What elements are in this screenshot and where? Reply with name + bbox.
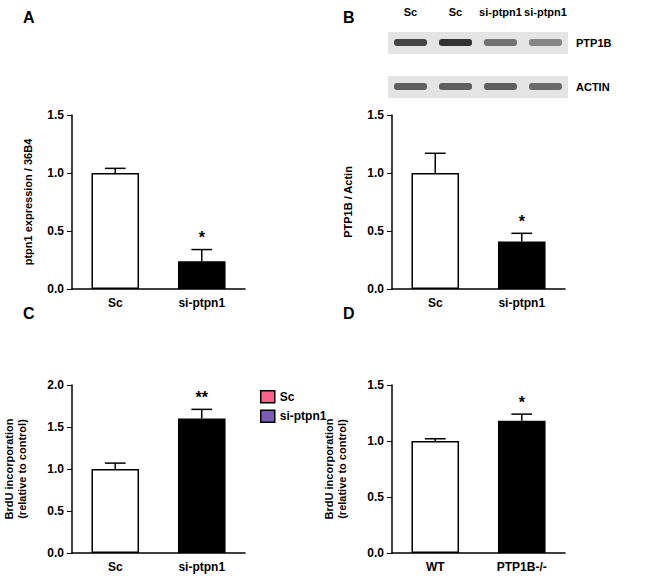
svg-text:1.0: 1.0 bbox=[367, 434, 384, 448]
svg-text:si-ptpn1: si-ptpn1 bbox=[498, 296, 545, 310]
svg-text:**: ** bbox=[196, 389, 209, 406]
svg-text:ACTIN: ACTIN bbox=[576, 81, 610, 93]
svg-text:1.5: 1.5 bbox=[367, 108, 384, 122]
svg-text:PTP1B: PTP1B bbox=[576, 37, 612, 49]
svg-text:0.0: 0.0 bbox=[47, 546, 64, 560]
svg-text:1.0: 1.0 bbox=[47, 462, 64, 476]
svg-text:si-ptpn1: si-ptpn1 bbox=[479, 6, 522, 18]
svg-text:Sc: Sc bbox=[428, 296, 443, 310]
svg-text:BrdU incorporation: BrdU incorporation bbox=[323, 418, 335, 519]
svg-text:1.5: 1.5 bbox=[47, 420, 64, 434]
svg-text:1.5: 1.5 bbox=[47, 108, 64, 122]
svg-text:si-ptpn1: si-ptpn1 bbox=[524, 6, 567, 18]
svg-text:1.0: 1.0 bbox=[367, 166, 384, 180]
svg-text:ptpn1 expression / 36B4: ptpn1 expression / 36B4 bbox=[22, 138, 34, 265]
svg-text:Sc: Sc bbox=[280, 390, 295, 404]
svg-text:si-ptpn1: si-ptpn1 bbox=[178, 560, 225, 574]
svg-text:WT: WT bbox=[426, 560, 445, 574]
svg-text:si-ptpn1: si-ptpn1 bbox=[178, 296, 225, 310]
svg-text:A: A bbox=[23, 9, 35, 26]
svg-text:D: D bbox=[343, 305, 355, 322]
svg-text:(relative to control): (relative to control) bbox=[16, 419, 28, 519]
svg-text:PTP1B-/-: PTP1B-/- bbox=[497, 560, 547, 574]
svg-text:0.5: 0.5 bbox=[47, 224, 64, 238]
svg-text:Sc: Sc bbox=[449, 6, 462, 18]
svg-text:si-ptpn1: si-ptpn1 bbox=[280, 409, 327, 423]
svg-text:Sc: Sc bbox=[108, 560, 123, 574]
svg-text:*: * bbox=[519, 213, 526, 230]
svg-text:0.5: 0.5 bbox=[47, 504, 64, 518]
svg-text:BrdU incorporation: BrdU incorporation bbox=[3, 418, 15, 519]
svg-text:0.0: 0.0 bbox=[367, 282, 384, 296]
svg-text:0.5: 0.5 bbox=[367, 224, 384, 238]
svg-text:*: * bbox=[199, 229, 206, 246]
svg-text:C: C bbox=[23, 305, 35, 322]
svg-text:0.5: 0.5 bbox=[367, 490, 384, 504]
svg-text:1.0: 1.0 bbox=[47, 166, 64, 180]
svg-text:Sc: Sc bbox=[108, 296, 123, 310]
svg-text:*: * bbox=[519, 394, 526, 411]
svg-text:(relative to control): (relative to control) bbox=[336, 419, 348, 519]
svg-text:0.0: 0.0 bbox=[367, 546, 384, 560]
svg-text:B: B bbox=[343, 9, 355, 26]
svg-text:Sc: Sc bbox=[404, 6, 417, 18]
svg-text:2.0: 2.0 bbox=[47, 378, 64, 392]
svg-text:PTP1B / Actin: PTP1B / Actin bbox=[342, 166, 354, 238]
svg-text:1.5: 1.5 bbox=[367, 378, 384, 392]
svg-text:0.0: 0.0 bbox=[47, 282, 64, 296]
